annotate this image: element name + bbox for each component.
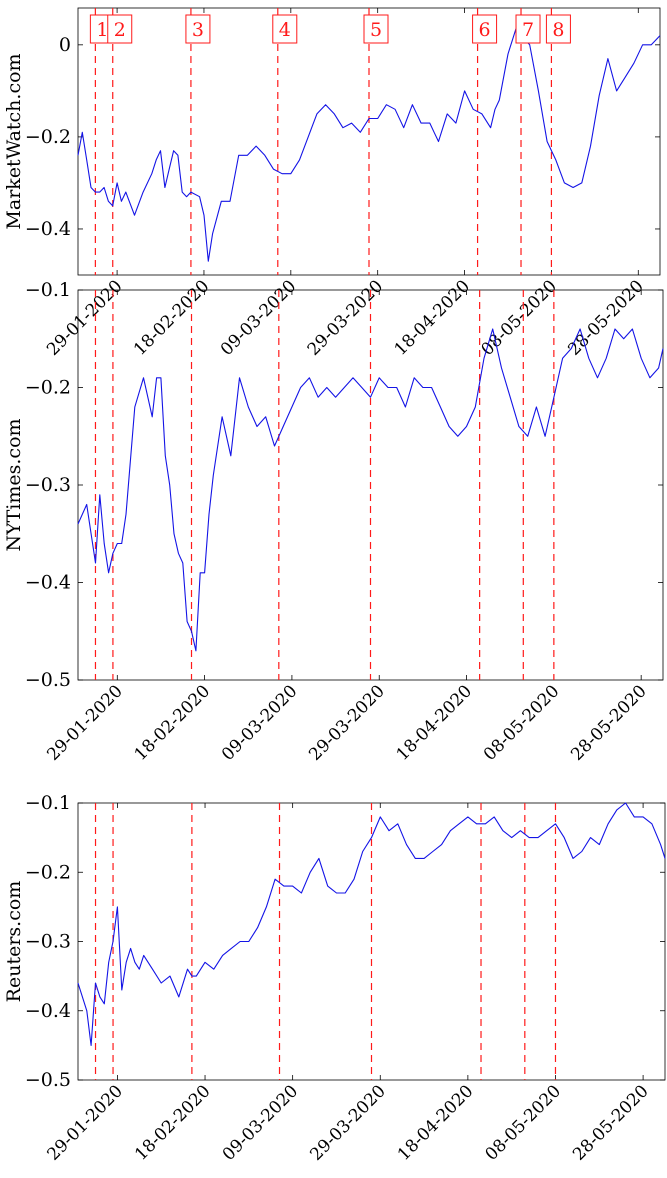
y-axis-label: Reuters.com	[3, 881, 25, 1003]
series-line	[77, 25, 661, 262]
event-label-3: 3	[185, 14, 211, 44]
event-label-text: 7	[522, 19, 534, 41]
x-tick-label: 18-02-2020	[131, 681, 214, 764]
event-label-7: 7	[515, 14, 541, 44]
x-tick-label: 18-04-2020	[394, 1081, 477, 1164]
x-tick-label: 09-03-2020	[219, 1081, 302, 1164]
y-tick-label: −0.5	[25, 1069, 71, 1091]
y-axis-label: NYTimes.com	[3, 418, 25, 551]
event-label-text: 1	[96, 19, 108, 41]
x-tick-label: 28-05-2020	[569, 1081, 652, 1164]
x-tick-label: 09-03-2020	[217, 276, 300, 359]
event-label-text: 4	[279, 19, 291, 41]
y-tick-label: −0.2	[25, 126, 71, 148]
x-tick-label: 29-03-2020	[304, 276, 387, 359]
x-tick-label: 29-01-2020	[43, 681, 126, 764]
y-tick-label: −0.2	[25, 861, 71, 883]
chart-panel-3: −0.1 −0.2 −0.3 −0.4 −0.529-01-2020 18-02-2020…	[3, 792, 666, 1165]
y-tick-label: −0.1	[25, 279, 71, 301]
y-tick-label: −0.3	[25, 931, 71, 953]
event-label-4: 4	[272, 14, 298, 44]
y-tick-label: −0.4	[25, 1000, 71, 1022]
y-tick-label: −0.1	[25, 792, 71, 814]
x-tick-label: 28-05-2020	[564, 276, 647, 359]
x-tick-label: 18-04-2020	[393, 681, 476, 764]
y-tick-label: −0.4	[25, 218, 71, 240]
y-axis-label: MarketWatch.com	[3, 53, 25, 229]
x-tick-label: 18-04-2020	[391, 276, 474, 359]
series-line	[77, 328, 664, 652]
y-tick-label: 0	[59, 34, 71, 56]
event-label-text: 2	[114, 19, 126, 41]
chart-panel-2: −0.1−0.2−0.3−0.4−0.529-01-2020 18-02-2020…	[3, 279, 664, 765]
x-tick-label: 08-05-2020	[478, 276, 561, 359]
event-label-6: 6	[472, 14, 498, 44]
event-label-8: 8	[545, 14, 571, 44]
event-label-text: 8	[552, 19, 564, 41]
x-tick-label: 29-03-2020	[305, 681, 388, 764]
x-tick-label: 18-02-2020	[131, 1081, 214, 1164]
x-tick-label: 29-01-2020	[44, 1081, 127, 1164]
series-line	[77, 802, 666, 1046]
event-label-text: 5	[370, 19, 382, 41]
event-label-box	[185, 14, 211, 44]
event-label-box	[363, 14, 389, 44]
chart-panel-1: 0−0.2−0.429-01-2020 18-02-2020 09-03-2020 2…	[3, 7, 661, 360]
event-label-text: 3	[192, 19, 204, 41]
x-tick-label: 08-05-2020	[480, 681, 563, 764]
event-label-box	[472, 14, 498, 44]
y-tick-label: −0.4	[25, 572, 71, 594]
x-tick-label: 28-05-2020	[567, 681, 650, 764]
event-label-5: 5	[363, 14, 389, 44]
y-tick-label: −0.3	[25, 474, 71, 496]
event-label-box	[515, 14, 541, 44]
event-label-box	[272, 14, 298, 44]
y-tick-label: −0.5	[25, 669, 71, 691]
event-label-box	[545, 14, 571, 44]
event-label-text: 6	[479, 19, 491, 41]
event-label-2: 2	[107, 14, 133, 44]
x-tick-label: 08-05-2020	[482, 1081, 565, 1164]
x-tick-label: 09-03-2020	[218, 681, 301, 764]
x-tick-label: 18-02-2020	[130, 276, 213, 359]
event-label-box	[107, 14, 133, 44]
y-tick-label: −0.2	[25, 377, 71, 399]
x-tick-label: 29-03-2020	[306, 1081, 389, 1164]
